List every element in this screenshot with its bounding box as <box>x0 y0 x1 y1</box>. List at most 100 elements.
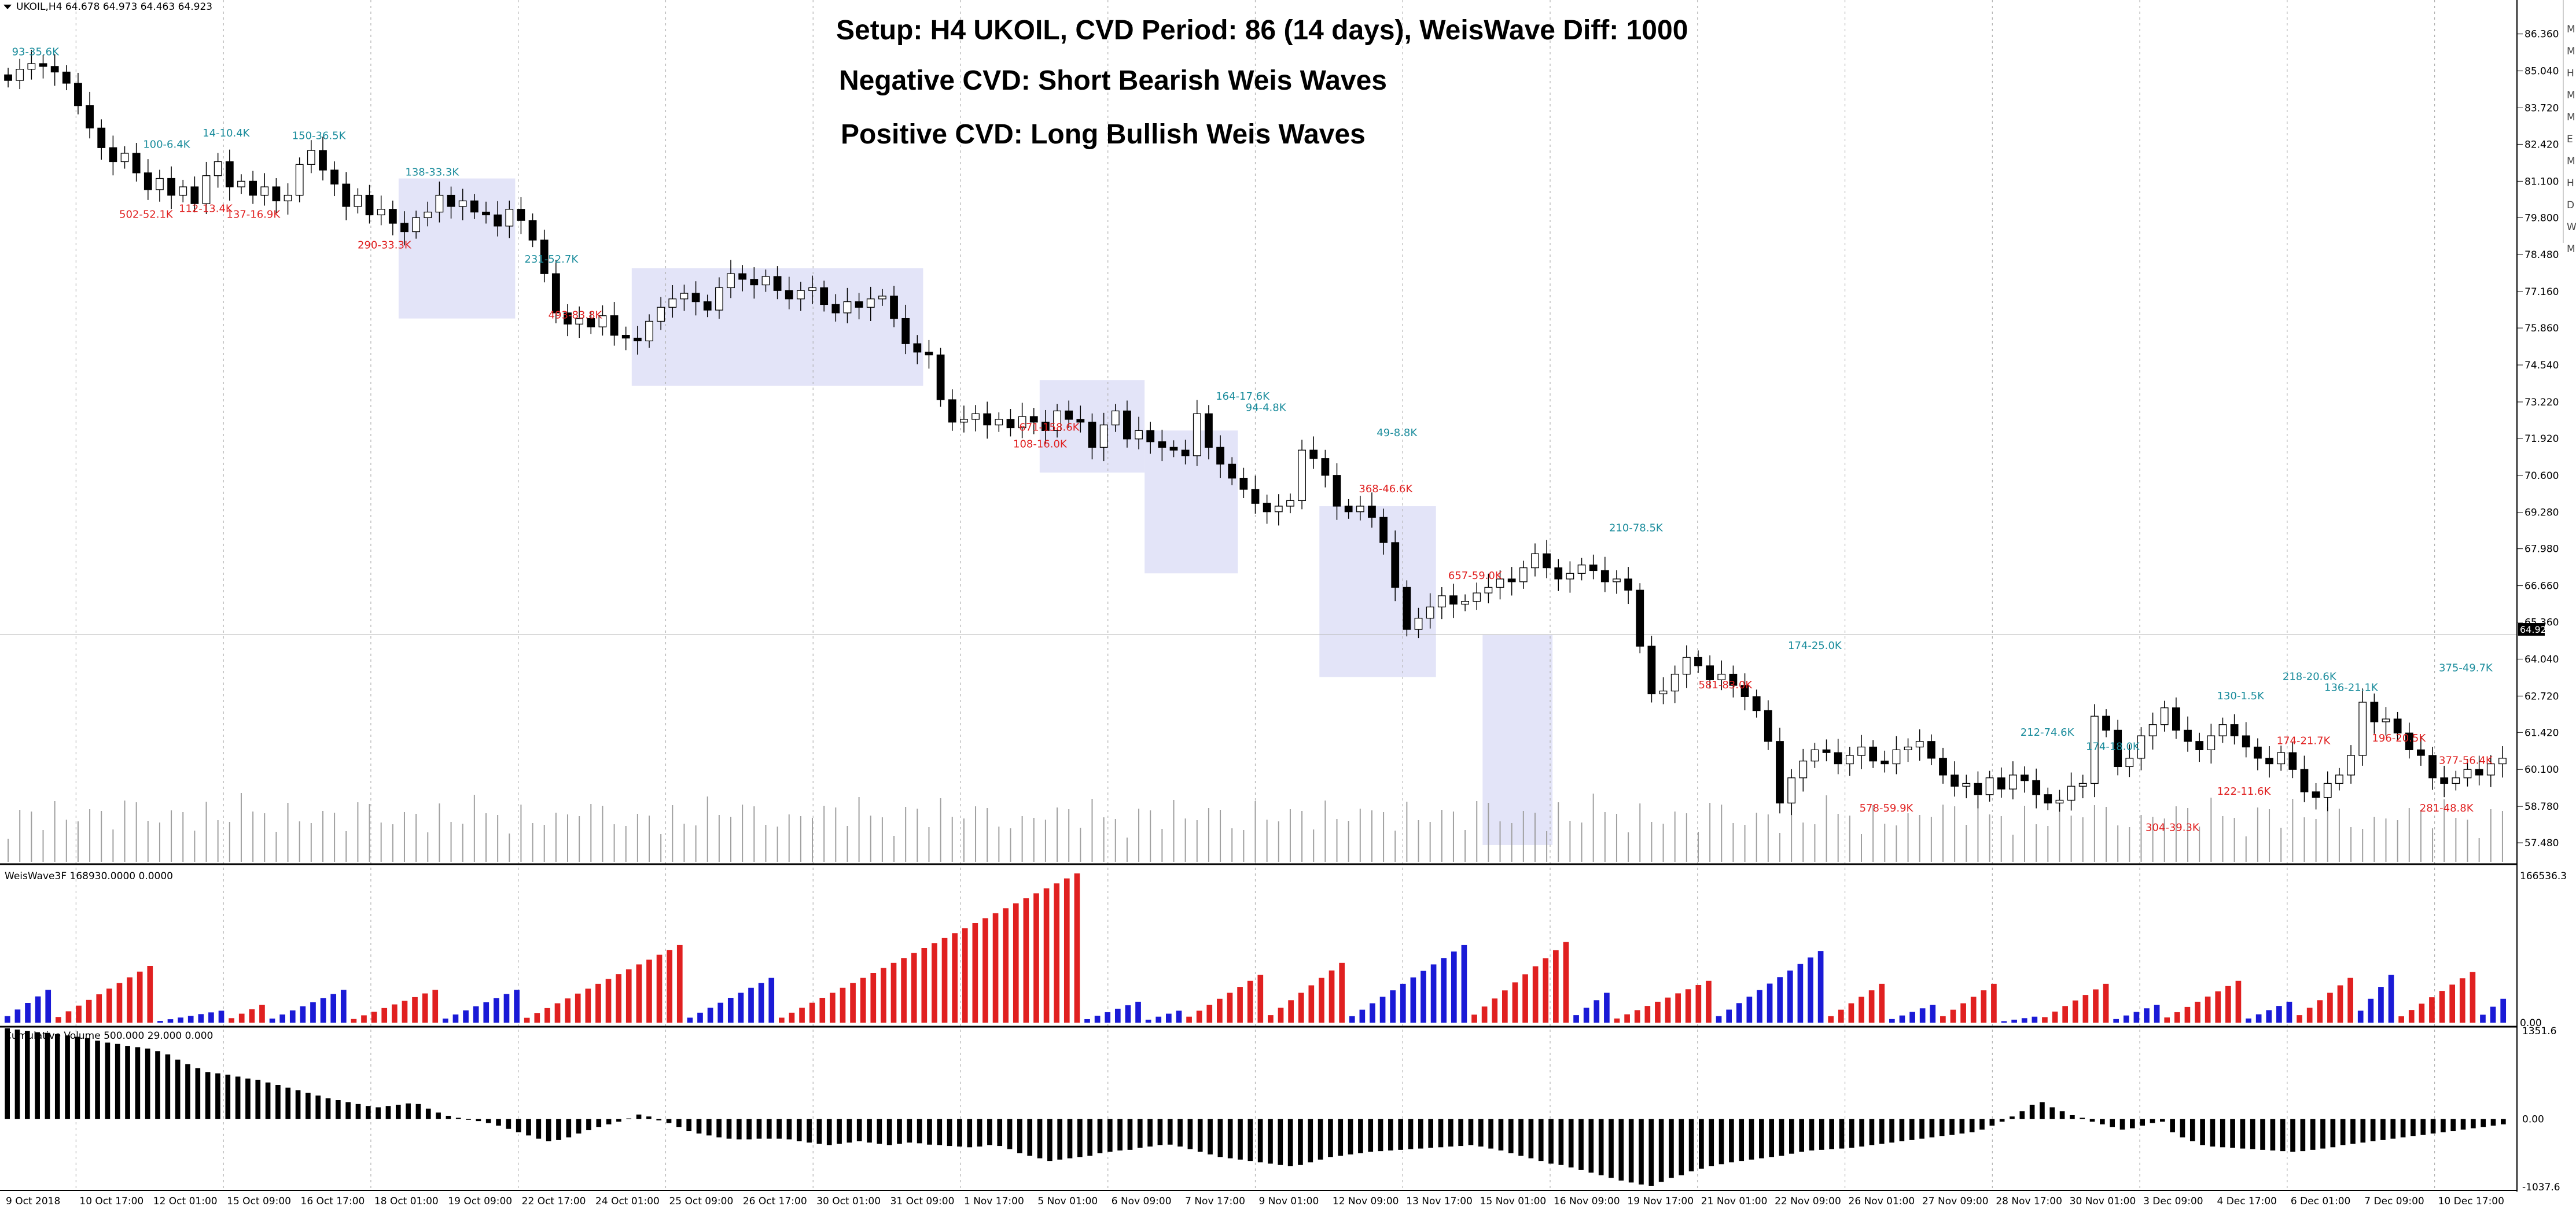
time-tick-label: 13 Nov 17:00 <box>1406 1196 1473 1207</box>
price-tick-label: 70.600 <box>2525 470 2559 482</box>
bear-candle <box>1216 447 1224 465</box>
bear-candle <box>1927 741 1935 759</box>
bear-candle <box>621 335 630 339</box>
wave-label: 94-4.8K <box>1246 401 1287 414</box>
price-tick-label: 66.660 <box>2525 581 2559 592</box>
bear-candle <box>2102 716 2110 731</box>
bull-candle <box>1414 618 1423 630</box>
wave-label: 49-8.8K <box>1377 427 1418 439</box>
bull-candle <box>843 301 852 314</box>
bear-candle <box>272 186 281 201</box>
bear-candle <box>1321 458 1330 476</box>
wave-label: 218-20.6K <box>2283 670 2337 683</box>
bear-candle <box>2417 749 2425 756</box>
bull-candle <box>179 186 187 196</box>
toolbar-button[interactable]: W <box>2567 222 2576 233</box>
bull-candle <box>2207 735 2216 750</box>
wave-label: 657-59.0K <box>1448 570 1503 582</box>
bull-candle <box>458 200 467 207</box>
time-tick-label: 18 Oct 01:00 <box>374 1196 439 1207</box>
price-tick-label: 74.540 <box>2525 360 2559 371</box>
bull-candle <box>2067 785 2075 801</box>
toolbar-button[interactable]: M <box>2567 90 2575 101</box>
bear-candle <box>517 209 525 221</box>
price-tick-label: 73.220 <box>2525 397 2559 408</box>
bear-candle <box>587 318 595 327</box>
cvd-title: Cumulative Volume 500.000 29.000 0.000 <box>5 1030 213 1042</box>
toolbar-button[interactable]: M <box>2567 46 2575 57</box>
toolbar-button[interactable]: M <box>2567 156 2575 167</box>
time-tick-label: 9 Nov 01:00 <box>1259 1196 1319 1207</box>
bull-candle <box>1904 746 1912 750</box>
toolbar-button[interactable]: H <box>2567 178 2574 189</box>
bull-candle <box>1613 578 1621 582</box>
price-tick-label: 86.360 <box>2525 29 2559 40</box>
bear-candle <box>1624 578 1633 591</box>
bull-candle <box>27 63 36 70</box>
bear-candle <box>1764 710 1772 742</box>
bear-candle <box>528 220 537 241</box>
toolbar-button[interactable]: M <box>2567 244 2575 255</box>
bull-candle <box>1135 430 1143 440</box>
price-tick-label: 57.480 <box>2525 838 2559 849</box>
bear-candle <box>1205 413 1213 448</box>
bear-candle <box>2440 777 2449 784</box>
bull-candle <box>2008 775 2017 790</box>
bear-candle <box>2254 746 2262 759</box>
wave-label: 212-74.6K <box>2021 726 2075 739</box>
bear-candle <box>1636 589 1644 647</box>
bull-candle <box>1461 601 1469 605</box>
toolbar-button[interactable]: M <box>2567 24 2575 35</box>
wave-label: 502-52.1K <box>119 208 174 220</box>
wave-label: 304-39.3K <box>2146 822 2200 834</box>
setup-line-1: Setup: H4 UKOIL, CVD Period: 86 (14 days… <box>836 15 1688 46</box>
price-tick-label: 58.780 <box>2525 801 2559 813</box>
price-tick-label: 61.420 <box>2525 727 2559 739</box>
bear-candle <box>610 315 619 336</box>
bear-candle <box>2370 702 2379 722</box>
wave-label: 281-48.8K <box>2420 802 2474 814</box>
toolbar-button[interactable]: H <box>2567 68 2574 79</box>
bear-candle <box>2405 732 2413 750</box>
bear-candle <box>2114 729 2122 768</box>
bear-candle <box>948 399 956 423</box>
time-tick-label: 15 Oct 09:00 <box>227 1196 291 1207</box>
bull-candle <box>2277 752 2286 765</box>
bull-candle <box>412 217 421 233</box>
bull-candle <box>16 69 24 81</box>
toolbar-button[interactable]: D <box>2567 200 2574 211</box>
bull-candle <box>1018 416 1026 429</box>
bear-candle <box>143 172 152 190</box>
bear-candle <box>2242 735 2250 748</box>
toolbar-button[interactable]: E <box>2567 134 2573 145</box>
weis-tick-label: 166536.3 <box>2520 871 2567 882</box>
bull-candle <box>1682 657 1691 675</box>
cvd-tick-label: 0.00 <box>2522 1114 2544 1126</box>
bull-candle <box>2090 716 2099 784</box>
time-tick-label: 28 Nov 17:00 <box>1996 1196 2062 1207</box>
bear-candle <box>913 343 922 353</box>
bull-candle <box>1670 673 1679 692</box>
time-tick-label: 12 Nov 09:00 <box>1333 1196 1399 1207</box>
bull-candle <box>2323 783 2332 798</box>
current-price-label: 64.923 <box>2520 624 2552 635</box>
bear-candle <box>983 413 992 426</box>
bear-candle <box>1309 449 1318 459</box>
time-tick-label: 21 Nov 01:00 <box>1701 1196 1768 1207</box>
bull-candle <box>1298 449 1306 501</box>
bear-candle <box>1263 503 1271 512</box>
bull-candle <box>1845 755 1854 765</box>
time-tick-label: 16 Oct 17:00 <box>301 1196 365 1207</box>
time-tick-label: 24 Oct 01:00 <box>595 1196 660 1207</box>
bull-candle <box>120 153 129 163</box>
bull-candle <box>307 150 315 165</box>
toolbar-button[interactable]: M <box>2567 112 2575 123</box>
bull-candle <box>1426 606 1434 619</box>
bear-candle <box>1029 416 1038 423</box>
time-tick-label: 12 Oct 01:00 <box>153 1196 218 1207</box>
triangle-down-icon[interactable] <box>3 5 12 9</box>
bull-candle <box>202 175 211 204</box>
